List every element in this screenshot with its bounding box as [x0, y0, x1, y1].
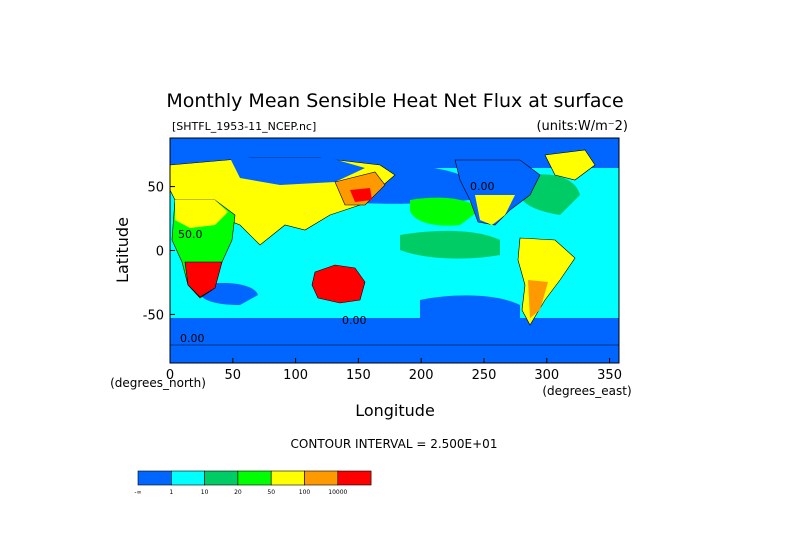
x-tick-label: 0 — [166, 368, 174, 383]
colorbar-bin — [171, 470, 205, 486]
land-africa-north — [175, 200, 228, 228]
x-tick-label: 350 — [597, 368, 622, 383]
y-tick-label: 50 — [147, 181, 164, 196]
x-tick-label: 200 — [409, 368, 434, 383]
contour-label: 50.0 — [178, 228, 203, 241]
y-unit-label: (degrees_north) — [110, 376, 206, 390]
colorbar-tick-label: 100 — [299, 489, 311, 496]
land-australia — [311, 264, 366, 304]
x-unit-label: (degrees_east) — [542, 384, 631, 398]
contour-label: 0.00 — [470, 180, 495, 193]
land-antarctica — [170, 344, 619, 363]
colorbar-tick-label: 1 — [169, 489, 173, 496]
x-tick-label: 300 — [534, 368, 559, 383]
x-tick-label: 150 — [346, 368, 371, 383]
contour-interval-text: CONTOUR INTERVAL = 2.500E+01 — [291, 437, 498, 451]
land-south-america-hot — [528, 280, 548, 318]
contour-label: 0.00 — [342, 314, 367, 327]
colorbar-tick-label: 10000 — [328, 489, 347, 496]
y-tick-label: -50 — [143, 308, 164, 323]
units-label: (units:W/m⁻2) — [536, 119, 628, 134]
land-greenland — [544, 149, 596, 181]
y-tick-label: 0 — [156, 245, 164, 260]
ocean-tropical-green-2 — [410, 197, 480, 226]
file-label: [SHTFL_1953-11_NCEP.nc] — [172, 120, 316, 133]
colorbar-tick-label: 50 — [267, 489, 275, 496]
x-tick-label: 50 — [225, 368, 242, 383]
colorbar-tick-label: -∞ — [134, 489, 141, 496]
land-siberia-cold — [230, 158, 365, 185]
colorbar-bin — [204, 470, 239, 486]
ocean-tropical-green-1 — [400, 230, 500, 259]
colorbar-bin — [270, 470, 305, 486]
land-africa-south-hot — [184, 261, 223, 298]
colorbar-bin — [337, 470, 372, 486]
contour-label: 0.00 — [180, 332, 205, 345]
colorbar-bin — [304, 470, 339, 486]
y-axis: 50 0 -50 — [143, 181, 175, 323]
x-tick-label: 250 — [472, 368, 497, 383]
x-axis: 0 50 100 150 200 250 300 350 — [166, 358, 622, 383]
chart-title: Monthly Mean Sensible Heat Net Flux at s… — [166, 90, 623, 112]
colorbar-bin — [137, 470, 172, 486]
colorbar-tick-label: 10 — [201, 489, 209, 496]
plot-area — [170, 138, 619, 363]
colorbar-bin — [237, 470, 272, 486]
land-north-america-south — [475, 195, 515, 225]
land-asia-hotspot — [350, 188, 372, 202]
ocean-south-blue-2 — [420, 295, 520, 318]
land-north-america — [454, 159, 541, 226]
x-axis-label: Longitude — [355, 401, 435, 420]
y-axis-label: Latitude — [113, 217, 132, 283]
land-asia-hot — [334, 171, 386, 206]
colorbar: -∞ 1 10 20 50 100 10000 — [134, 470, 372, 496]
x-tick-label: 100 — [283, 368, 308, 383]
colorbar-tick-label: 20 — [234, 489, 242, 496]
